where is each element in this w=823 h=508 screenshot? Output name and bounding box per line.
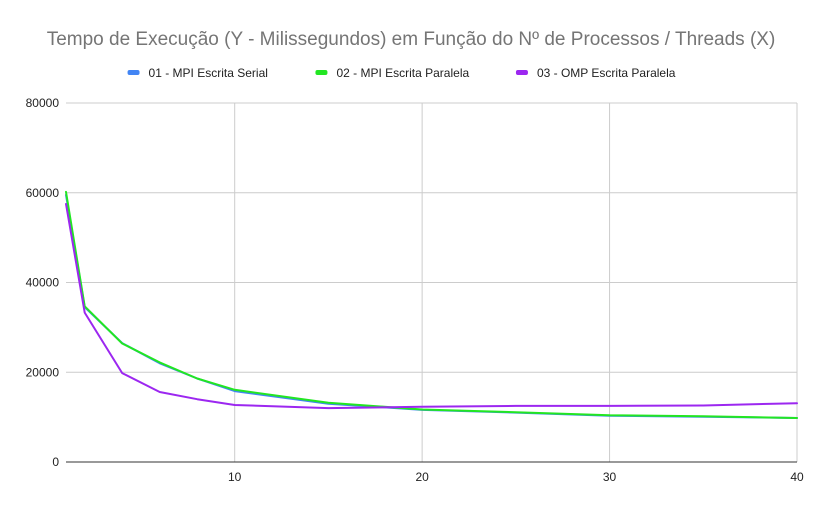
chart-title: Tempo de Execução (Y - Milissegundos) em… — [47, 29, 776, 50]
x-tick-label: 20 — [415, 470, 429, 484]
tick-labels: 0 20000 40000 60000 80000 10 20 30 40 — [26, 96, 804, 484]
x-tick-label: 10 — [228, 470, 242, 484]
y-tick-label: 80000 — [26, 96, 60, 110]
legend-label: 02 - MPI Escrita Paralela — [336, 66, 469, 80]
legend-swatch — [315, 70, 328, 75]
legend-swatch — [515, 70, 528, 75]
legend: 01 - MPI Escrita Serial 02 - MPI Escrita … — [127, 66, 676, 80]
y-tick-label: 0 — [52, 455, 59, 469]
y-tick-label: 60000 — [26, 186, 60, 200]
legend-label: 03 - OMP Escrita Paralela — [537, 66, 676, 80]
legend-item: 02 - MPI Escrita Paralela — [315, 66, 469, 80]
series-line-1 — [65, 194, 798, 419]
legend-item: 01 - MPI Escrita Serial — [127, 66, 268, 80]
series-line-3 — [65, 203, 798, 410]
y-tick-label: 20000 — [26, 365, 60, 379]
y-tick-label: 40000 — [26, 276, 60, 290]
grid — [66, 102, 798, 462]
series-line-2 — [65, 190, 798, 419]
legend-label: 01 - MPI Escrita Serial — [149, 66, 268, 80]
x-tick-label: 40 — [790, 470, 804, 484]
x-tick-label: 30 — [603, 470, 617, 484]
series-lines — [65, 190, 798, 419]
legend-item: 03 - OMP Escrita Paralela — [515, 66, 676, 80]
legend-swatch — [127, 70, 140, 75]
